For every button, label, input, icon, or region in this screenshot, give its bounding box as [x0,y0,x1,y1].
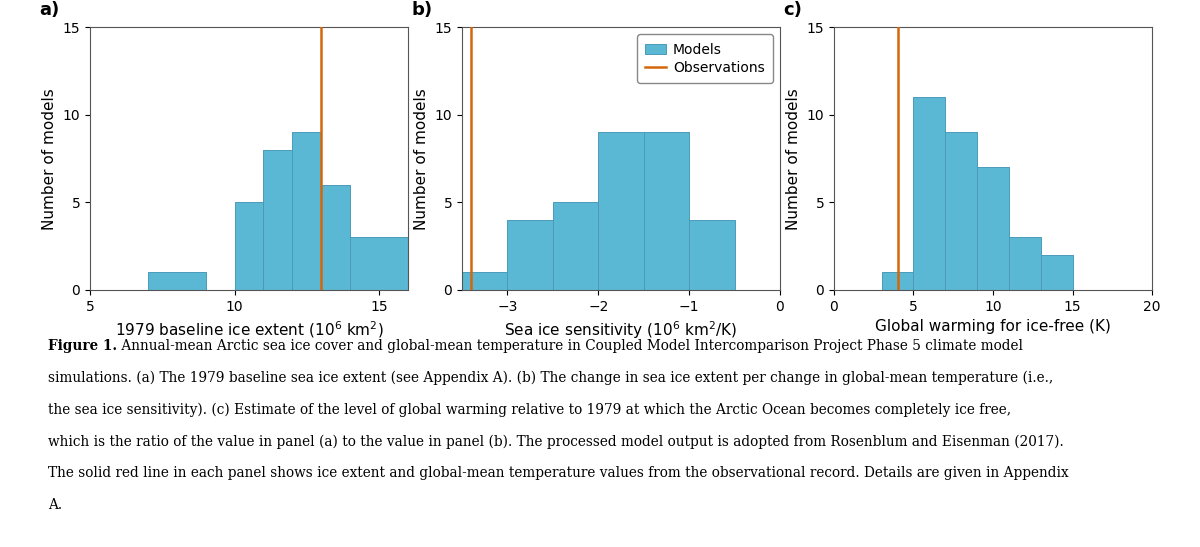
Y-axis label: Number of models: Number of models [42,88,58,230]
Bar [1040,255,1073,290]
Text: the sea ice sensitivity). (c) Estimate of the level of global warming relative t: the sea ice sensitivity). (c) Estimate o… [48,403,1012,417]
X-axis label: Global warming for ice-free (K): Global warming for ice-free (K) [875,319,1111,334]
X-axis label: Sea ice sensitivity (10$^6$ km$^2$/K): Sea ice sensitivity (10$^6$ km$^2$/K) [504,319,738,341]
Bar [913,97,946,290]
Text: simulations. (a) The 1979 baseline sea ice extent (see Appendix A). (b) The chan: simulations. (a) The 1979 baseline sea i… [48,371,1054,385]
Bar [234,202,264,290]
Bar [882,272,913,290]
Bar [264,150,293,290]
Text: Annual-mean Arctic sea ice cover and global-mean temperature in Coupled Model In: Annual-mean Arctic sea ice cover and glo… [118,339,1024,353]
Bar [977,167,1009,290]
Text: Figure 1.: Figure 1. [48,339,118,353]
Text: c): c) [784,2,802,20]
Bar [462,272,508,290]
Text: b): b) [412,2,432,20]
Y-axis label: Number of models: Number of models [414,88,430,230]
Bar [599,132,643,290]
Bar [148,272,205,290]
Bar [1009,237,1040,290]
Bar [689,220,734,290]
Y-axis label: Number of models: Number of models [786,88,802,230]
X-axis label: 1979 baseline ice extent (10$^6$ km$^2$): 1979 baseline ice extent (10$^6$ km$^2$) [115,319,383,340]
Bar [508,220,553,290]
Bar [643,132,689,290]
Bar [322,185,350,290]
Bar [946,132,977,290]
Text: A.: A. [48,498,62,512]
Legend: Models, Observations: Models, Observations [637,34,773,83]
Bar [553,202,599,290]
Bar [293,132,322,290]
Bar [350,237,408,290]
Text: a): a) [40,2,59,20]
Text: The solid red line in each panel shows ice extent and global-mean temperature va: The solid red line in each panel shows i… [48,466,1069,480]
Text: which is the ratio of the value in panel (a) to the value in panel (b). The proc: which is the ratio of the value in panel… [48,434,1063,449]
